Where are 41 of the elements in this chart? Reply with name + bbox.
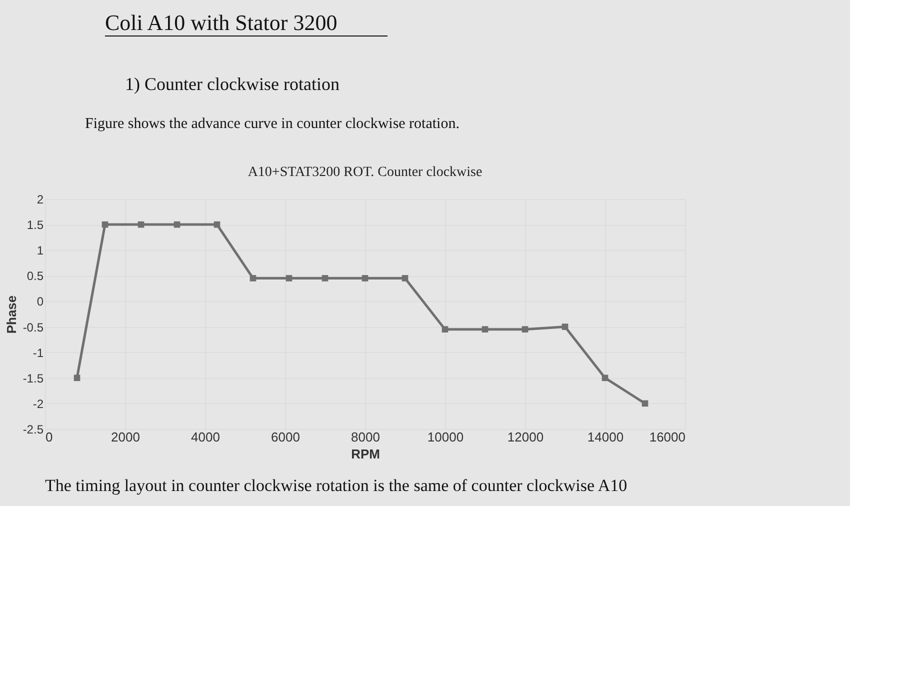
point [286,275,292,282]
point [74,374,80,382]
point [174,221,180,228]
text: 1) Counter clockwise rotation [125,74,340,94]
point [214,221,220,228]
point [482,326,488,332]
chart-title: A10+STAT3200 ROT. Counter clockwise [248,165,482,180]
x-tick-label: 6000 [271,430,300,444]
y-tick-label: -2.5 [22,422,44,436]
x-tick-label: 12000 [507,430,544,444]
y-tick-label: 2 [36,192,44,206]
text: Coli A10 with Stator 3200 [105,10,338,35]
point [602,374,608,382]
text: Figure shows the advance curve in counter clockwise rotation. [85,116,460,132]
point [250,275,256,282]
text: The timing layout in counter clockwise rotation is the same of counter clockwise A10 [45,476,628,495]
point [138,221,144,228]
y-tick-label: -1 [32,346,44,360]
point [522,326,528,332]
point [362,275,368,282]
y-tick-label: -2 [32,396,44,411]
y-tick-label: 0 [36,294,44,309]
y-tick-label: 1 [36,244,44,258]
point [642,400,648,407]
point [402,275,408,282]
x-tick-label: 4000 [191,430,220,444]
point [562,324,568,330]
y-tick-label: -0.5 [22,320,44,334]
y-tick-label: 1.5 [26,218,44,232]
point [102,221,108,228]
x-tick-label: 8000 [351,430,380,444]
x-tick-label: 2000 [111,430,140,444]
x-tick-label: 16000 [649,430,686,444]
point [442,326,448,332]
y-axis-title: Phase [4,295,19,334]
x-axis-title: RPM [351,446,380,462]
y-tick-label: 0.5 [26,269,44,284]
x-tick-label: 14000 [587,430,624,444]
x-tick-label: 10000 [427,430,464,444]
y-tick-label: -1.5 [22,371,44,386]
point [322,275,328,282]
